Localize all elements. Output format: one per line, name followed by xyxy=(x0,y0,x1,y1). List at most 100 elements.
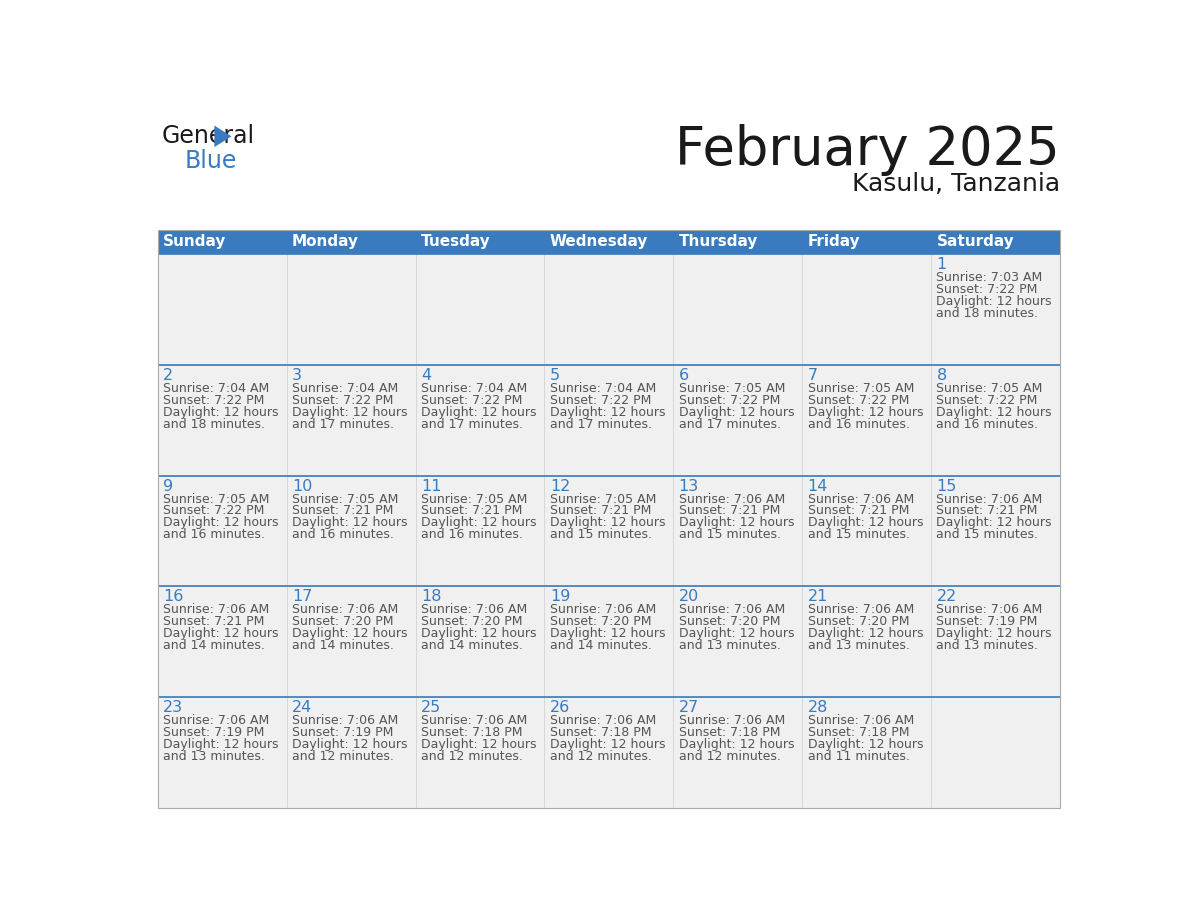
Bar xyxy=(931,587,1060,697)
Text: Tuesday: Tuesday xyxy=(421,234,491,250)
Bar xyxy=(802,697,931,808)
Text: Daylight: 12 hours: Daylight: 12 hours xyxy=(936,517,1051,530)
Text: and 12 minutes.: and 12 minutes. xyxy=(421,750,523,763)
Text: Daylight: 12 hours: Daylight: 12 hours xyxy=(678,627,795,640)
Text: Sunrise: 7:06 AM: Sunrise: 7:06 AM xyxy=(678,493,785,506)
Bar xyxy=(158,697,286,808)
Text: Thursday: Thursday xyxy=(678,234,758,250)
Text: Sunset: 7:22 PM: Sunset: 7:22 PM xyxy=(292,394,393,407)
Polygon shape xyxy=(214,126,232,147)
Text: Sunset: 7:21 PM: Sunset: 7:21 PM xyxy=(163,615,265,628)
Bar xyxy=(286,254,416,364)
Text: and 18 minutes.: and 18 minutes. xyxy=(163,418,265,431)
Text: 27: 27 xyxy=(678,700,699,715)
Text: 1: 1 xyxy=(936,257,947,273)
Bar xyxy=(544,587,674,697)
Bar xyxy=(674,697,802,808)
Text: Sunrise: 7:05 AM: Sunrise: 7:05 AM xyxy=(421,493,527,506)
Text: Wednesday: Wednesday xyxy=(550,234,649,250)
Text: Sunrise: 7:06 AM: Sunrise: 7:06 AM xyxy=(936,603,1043,616)
Text: Sunrise: 7:06 AM: Sunrise: 7:06 AM xyxy=(421,714,527,727)
Text: Sunset: 7:19 PM: Sunset: 7:19 PM xyxy=(292,726,393,739)
Text: and 13 minutes.: and 13 minutes. xyxy=(163,750,265,763)
Text: Sunset: 7:20 PM: Sunset: 7:20 PM xyxy=(421,615,523,628)
Text: 7: 7 xyxy=(808,368,817,383)
Text: Sunset: 7:21 PM: Sunset: 7:21 PM xyxy=(421,505,523,518)
Bar xyxy=(158,230,286,254)
Bar xyxy=(158,364,286,476)
Text: and 17 minutes.: and 17 minutes. xyxy=(292,418,394,431)
Text: Sunset: 7:22 PM: Sunset: 7:22 PM xyxy=(421,394,523,407)
Text: 10: 10 xyxy=(292,478,312,494)
Text: Sunrise: 7:04 AM: Sunrise: 7:04 AM xyxy=(163,382,270,395)
Bar xyxy=(802,476,931,587)
Text: Sunset: 7:22 PM: Sunset: 7:22 PM xyxy=(808,394,909,407)
Text: 9: 9 xyxy=(163,478,173,494)
Bar xyxy=(674,230,802,254)
Text: and 16 minutes.: and 16 minutes. xyxy=(808,418,910,431)
Text: Sunset: 7:18 PM: Sunset: 7:18 PM xyxy=(550,726,651,739)
Text: and 14 minutes.: and 14 minutes. xyxy=(292,639,394,652)
Text: Sunset: 7:20 PM: Sunset: 7:20 PM xyxy=(292,615,393,628)
Text: Sunrise: 7:06 AM: Sunrise: 7:06 AM xyxy=(678,603,785,616)
Text: 24: 24 xyxy=(292,700,312,715)
Text: 17: 17 xyxy=(292,589,312,604)
Bar xyxy=(802,230,931,254)
Text: and 15 minutes.: and 15 minutes. xyxy=(550,529,652,542)
Text: Sunset: 7:20 PM: Sunset: 7:20 PM xyxy=(678,615,781,628)
Text: 23: 23 xyxy=(163,700,183,715)
Text: and 14 minutes.: and 14 minutes. xyxy=(421,639,523,652)
Text: and 12 minutes.: and 12 minutes. xyxy=(292,750,394,763)
Text: and 14 minutes.: and 14 minutes. xyxy=(163,639,265,652)
Bar xyxy=(158,254,286,364)
Text: Daylight: 12 hours: Daylight: 12 hours xyxy=(163,738,279,751)
Text: Sunrise: 7:05 AM: Sunrise: 7:05 AM xyxy=(936,382,1043,395)
Text: Sunrise: 7:05 AM: Sunrise: 7:05 AM xyxy=(550,493,656,506)
Text: 15: 15 xyxy=(936,478,956,494)
Text: Daylight: 12 hours: Daylight: 12 hours xyxy=(808,406,923,419)
Text: Sunrise: 7:06 AM: Sunrise: 7:06 AM xyxy=(163,603,270,616)
Text: and 16 minutes.: and 16 minutes. xyxy=(421,529,523,542)
Bar xyxy=(544,697,674,808)
Text: 18: 18 xyxy=(421,589,442,604)
Text: Sunrise: 7:06 AM: Sunrise: 7:06 AM xyxy=(678,714,785,727)
Text: Daylight: 12 hours: Daylight: 12 hours xyxy=(421,406,537,419)
Text: Daylight: 12 hours: Daylight: 12 hours xyxy=(163,517,279,530)
Text: Sunset: 7:20 PM: Sunset: 7:20 PM xyxy=(808,615,909,628)
Text: 20: 20 xyxy=(678,589,699,604)
Text: Daylight: 12 hours: Daylight: 12 hours xyxy=(678,406,795,419)
Text: Daylight: 12 hours: Daylight: 12 hours xyxy=(936,295,1051,308)
Text: 4: 4 xyxy=(421,368,431,383)
Text: 12: 12 xyxy=(550,478,570,494)
Text: and 16 minutes.: and 16 minutes. xyxy=(936,418,1038,431)
Text: and 12 minutes.: and 12 minutes. xyxy=(550,750,652,763)
Text: 26: 26 xyxy=(550,700,570,715)
Text: Sunset: 7:22 PM: Sunset: 7:22 PM xyxy=(163,505,265,518)
Text: Daylight: 12 hours: Daylight: 12 hours xyxy=(678,738,795,751)
Text: and 17 minutes.: and 17 minutes. xyxy=(421,418,523,431)
Bar xyxy=(416,364,544,476)
Text: 25: 25 xyxy=(421,700,441,715)
Text: Sunset: 7:21 PM: Sunset: 7:21 PM xyxy=(936,505,1038,518)
Text: Sunset: 7:19 PM: Sunset: 7:19 PM xyxy=(163,726,265,739)
Text: 14: 14 xyxy=(808,478,828,494)
Text: Daylight: 12 hours: Daylight: 12 hours xyxy=(550,738,665,751)
Bar xyxy=(416,587,544,697)
Bar xyxy=(674,254,802,364)
Bar xyxy=(931,230,1060,254)
Text: and 13 minutes.: and 13 minutes. xyxy=(678,639,781,652)
Text: and 15 minutes.: and 15 minutes. xyxy=(808,529,910,542)
Bar xyxy=(674,364,802,476)
Text: Monday: Monday xyxy=(292,234,359,250)
Text: 2: 2 xyxy=(163,368,173,383)
Bar xyxy=(416,254,544,364)
Text: Sunrise: 7:06 AM: Sunrise: 7:06 AM xyxy=(808,714,914,727)
Text: Daylight: 12 hours: Daylight: 12 hours xyxy=(550,517,665,530)
Text: Daylight: 12 hours: Daylight: 12 hours xyxy=(163,406,279,419)
Text: Daylight: 12 hours: Daylight: 12 hours xyxy=(292,406,407,419)
Text: Sunrise: 7:04 AM: Sunrise: 7:04 AM xyxy=(550,382,656,395)
Bar xyxy=(286,230,416,254)
Bar xyxy=(674,476,802,587)
Text: Sunday: Sunday xyxy=(163,234,227,250)
Text: Sunrise: 7:06 AM: Sunrise: 7:06 AM xyxy=(808,493,914,506)
